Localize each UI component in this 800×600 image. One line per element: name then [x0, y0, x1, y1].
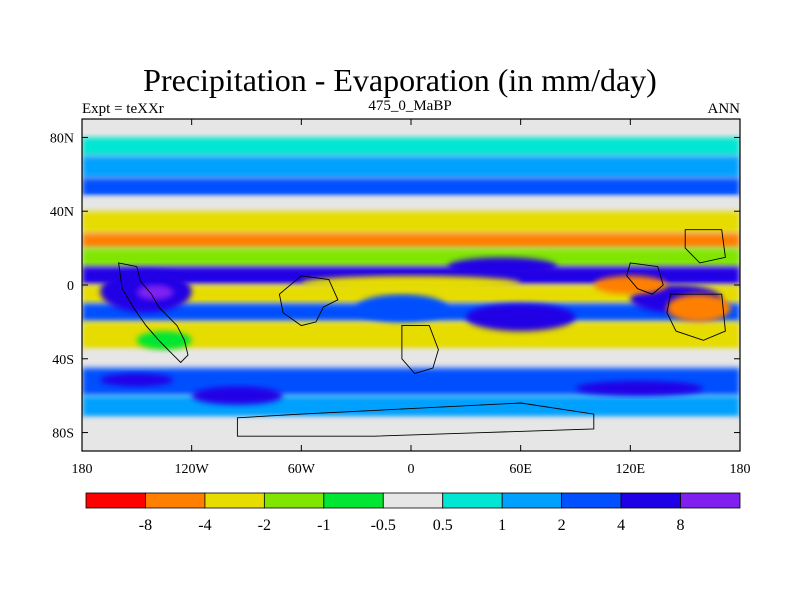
- colorbar-swatch: [680, 492, 741, 509]
- field-region: [447, 257, 558, 276]
- colorbar-swatch: [323, 492, 384, 509]
- axis-ticks: 80N 40N 0 40S 80S 180 120W 60W 0 60E 120E 180: [50, 119, 751, 477]
- field-band: [82, 248, 740, 267]
- field-band: [82, 285, 740, 304]
- field-region: [575, 380, 704, 396]
- coastline: [401, 325, 439, 375]
- x-tick-label: 0: [408, 462, 415, 477]
- field-band: [82, 395, 740, 418]
- field-region: [593, 275, 667, 295]
- colorbar-swatch: [501, 492, 563, 509]
- colorbar-swatch: [620, 492, 681, 509]
- colorbar-label: -0.5: [371, 517, 396, 534]
- field-band: [82, 119, 740, 138]
- x-tick-label: 60E: [509, 462, 532, 477]
- coastline: [236, 402, 595, 437]
- experiment-label: Expt = teXXr: [82, 101, 164, 117]
- colorbar-swatch: [263, 492, 325, 509]
- y-tick-label: 80N: [50, 131, 74, 146]
- y-tick-label: 40S: [52, 353, 74, 368]
- colorbar-label: 8: [677, 517, 685, 534]
- coastline: [278, 275, 339, 327]
- colorbar-swatch: [145, 492, 206, 509]
- x-tick-label: 120W: [175, 462, 210, 477]
- colorbar: -8 -4 -2 -1 -0.5 0.5 1 2 4 8: [85, 492, 741, 534]
- field-band: [82, 349, 740, 368]
- colorbar-swatch: [85, 492, 146, 509]
- time-label: 475_0_MaBP: [368, 98, 452, 114]
- x-tick-label: 60W: [288, 462, 316, 477]
- coastline: [118, 262, 189, 364]
- colorbar-swatch: [561, 492, 622, 509]
- field-band: [82, 321, 740, 350]
- field-region: [301, 275, 521, 291]
- season-label: ANN: [707, 101, 741, 117]
- field-region: [100, 373, 174, 387]
- field-region: [136, 285, 174, 300]
- x-tick-label: 180: [72, 462, 93, 477]
- field-region: [666, 294, 731, 322]
- field-layer: [82, 119, 740, 451]
- colorbar-label: 4: [617, 517, 625, 534]
- colorbar-label: -4: [198, 517, 211, 534]
- colorbar-label: 2: [558, 517, 566, 534]
- colorbar-swatch: [382, 492, 444, 509]
- field-region: [191, 386, 284, 405]
- field-band: [82, 196, 740, 212]
- colorbar-swatch: [204, 492, 265, 509]
- coastline: [684, 229, 726, 264]
- field-region: [465, 303, 576, 332]
- colorbar-label: -1: [317, 517, 330, 534]
- field-band: [82, 233, 740, 249]
- colorbar-label: -8: [139, 517, 152, 534]
- x-tick-label: 180: [730, 462, 751, 477]
- colorbar-label: -2: [258, 517, 271, 534]
- colorbar-label: 1: [498, 517, 506, 534]
- colorbar-swatch: [442, 492, 503, 509]
- field-band: [82, 178, 740, 197]
- field-region: [356, 294, 448, 322]
- y-tick-label: 0: [67, 279, 74, 294]
- colorbar-label: 0.5: [433, 517, 453, 534]
- y-tick-label: 80S: [52, 427, 74, 442]
- y-tick-label: 40N: [50, 205, 74, 220]
- field-band: [82, 211, 740, 234]
- field-region: [136, 331, 192, 350]
- map-title: Precipitation - Evaporation (in mm/day): [143, 62, 657, 98]
- coastline-layer: [118, 229, 726, 437]
- field-band: [82, 155, 740, 179]
- x-tick-label: 120E: [616, 462, 646, 477]
- field-band: [82, 137, 740, 156]
- coastline: [666, 293, 726, 341]
- coastline: [626, 262, 664, 295]
